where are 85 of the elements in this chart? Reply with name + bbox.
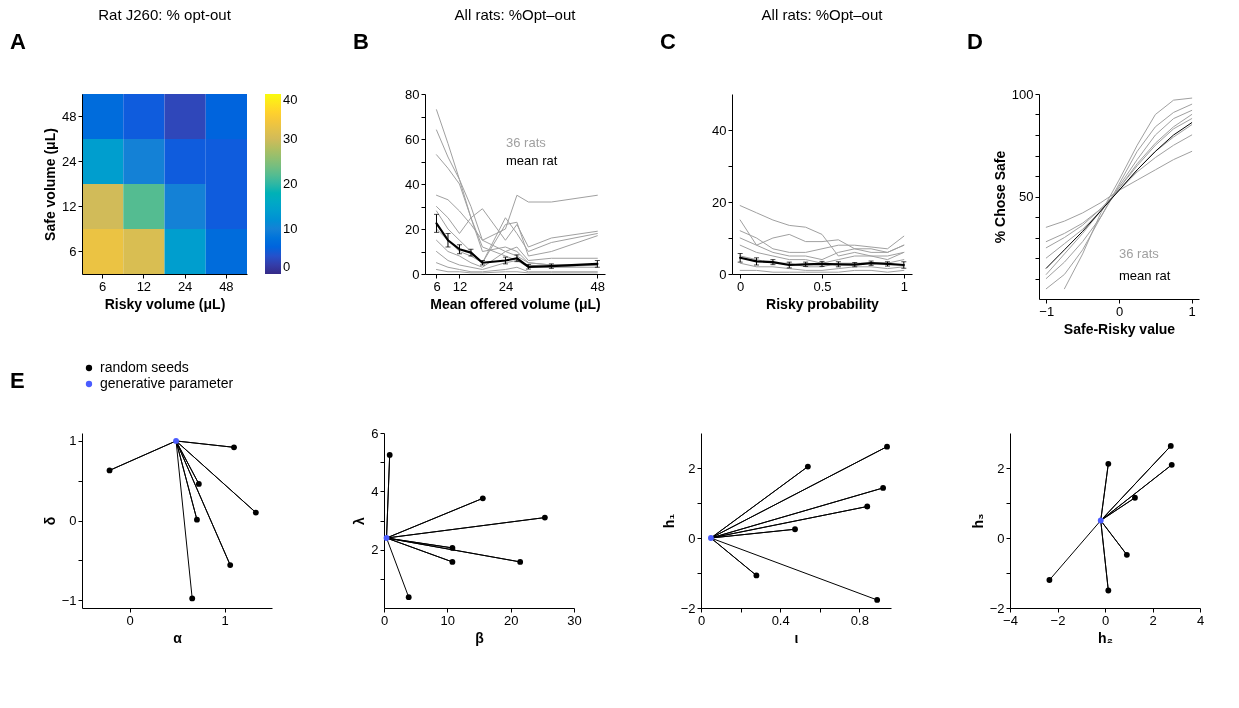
y-tick-label: 12 <box>62 198 77 214</box>
y-tick-label: −1 <box>61 592 77 608</box>
x-tick-label: 4 <box>1196 612 1205 628</box>
y-tick-label: 60 <box>405 131 420 147</box>
x-tick-label: −4 <box>1003 612 1018 628</box>
x-axis-title: Mean offered volume (μL) <box>430 295 601 312</box>
y-tick-label: 20 <box>405 221 420 237</box>
x-tick-label: 48 <box>590 278 606 294</box>
y-tick-label: 40 <box>405 176 420 192</box>
y-axis-title: h₁ <box>660 513 677 529</box>
y-tick-label: 2 <box>997 460 1005 476</box>
y-tick-label: 6 <box>371 425 379 441</box>
text: E <box>10 368 25 393</box>
y-tick-label: 40 <box>712 122 727 138</box>
y-tick-label: 100 <box>1011 86 1034 102</box>
y-tick-label: 0 <box>997 530 1005 546</box>
y-tick-label: 2 <box>688 460 696 476</box>
x-tick-label: 30 <box>567 612 582 628</box>
y-tick-label: 0 <box>719 266 727 282</box>
y-axis-title: λ <box>351 516 368 525</box>
x-tick-label: 10 <box>440 612 456 628</box>
x-tick-label: 6 <box>99 278 107 294</box>
y-tick-label: 6 <box>69 243 77 259</box>
y-tick-label: 2 <box>371 542 379 558</box>
x-tick-label: 12 <box>136 278 152 294</box>
x-tick-label: 24 <box>498 278 514 294</box>
y-tick-label: 20 <box>712 194 727 210</box>
x-tick-label: 0.8 <box>850 612 869 628</box>
color-bar-label: 40 <box>283 92 298 107</box>
color-bar-label: 30 <box>283 131 298 146</box>
y-tick-label: 0 <box>688 530 696 546</box>
annotation: mean rat <box>1119 268 1171 284</box>
color-bar-label: 0 <box>283 259 291 274</box>
x-axis-title: ι <box>794 629 799 646</box>
y-tick-label: 1 <box>69 433 77 449</box>
y-axis-title: Safe volume (μL) <box>42 128 59 241</box>
annotation: 36 rats <box>1119 245 1160 261</box>
annotation: 36 rats <box>506 134 547 150</box>
y-tick-label: 0 <box>69 513 77 528</box>
legend-label: generative parameter <box>100 375 234 391</box>
color-bar-label: 10 <box>283 221 298 236</box>
text: C <box>660 29 676 54</box>
annotation: mean rat <box>506 152 558 168</box>
x-tick-label: 48 <box>219 278 234 294</box>
x-tick-label: 20 <box>503 612 519 628</box>
x-tick-label: 1 <box>1188 303 1196 319</box>
y-tick-label: −2 <box>989 600 1005 616</box>
x-axis-title: h₂ <box>1098 629 1113 646</box>
x-tick-label: 0 <box>1101 612 1110 628</box>
x-tick-label: 24 <box>177 278 193 294</box>
x-tick-label: 1 <box>221 612 229 628</box>
y-tick-label: 4 <box>371 483 379 499</box>
x-tick-label: 0.4 <box>771 612 790 628</box>
x-tick-label: 0 <box>737 278 745 294</box>
x-axis-title: α <box>173 629 183 646</box>
x-tick-label: −2 <box>1050 612 1066 628</box>
x-tick-label: 6 <box>433 278 441 294</box>
x-tick-label: 12 <box>452 278 468 294</box>
x-tick-label: 0.5 <box>813 278 832 294</box>
x-tick-label: −1 <box>1039 303 1055 319</box>
text: B <box>353 29 369 54</box>
y-tick-label: 48 <box>62 108 77 124</box>
chart-title: All rats: %Opt–out <box>761 6 884 23</box>
chart-title: Rat J260: % opt-out <box>98 6 232 23</box>
color-bar-label: 20 <box>283 176 298 191</box>
x-tick-label: 0 <box>1115 303 1124 319</box>
x-tick-label: 1 <box>900 278 908 294</box>
y-tick-label: 24 <box>62 153 77 169</box>
x-axis-title: Risky volume (μL) <box>104 295 226 312</box>
y-axis-title: % Chose Safe <box>991 150 1008 244</box>
chart-title: All rats: %Opt–out <box>454 6 577 23</box>
x-axis-title: β <box>475 629 485 646</box>
x-tick-label: 2 <box>1149 612 1157 628</box>
text: A <box>10 29 26 54</box>
y-axis-title: δ <box>41 516 58 526</box>
x-tick-label: 0 <box>126 612 134 628</box>
y-tick-label: −2 <box>680 600 696 616</box>
text: D <box>967 29 983 54</box>
y-tick-label: 50 <box>1019 189 1034 204</box>
legend-label: random seeds <box>100 359 189 375</box>
y-tick-label: 0 <box>412 266 420 282</box>
x-axis-title: Safe-Risky value <box>1063 320 1176 337</box>
y-tick-label: 80 <box>405 86 420 102</box>
y-axis-title: h₃ <box>969 513 986 529</box>
x-axis-title: Risky probability <box>766 295 880 312</box>
